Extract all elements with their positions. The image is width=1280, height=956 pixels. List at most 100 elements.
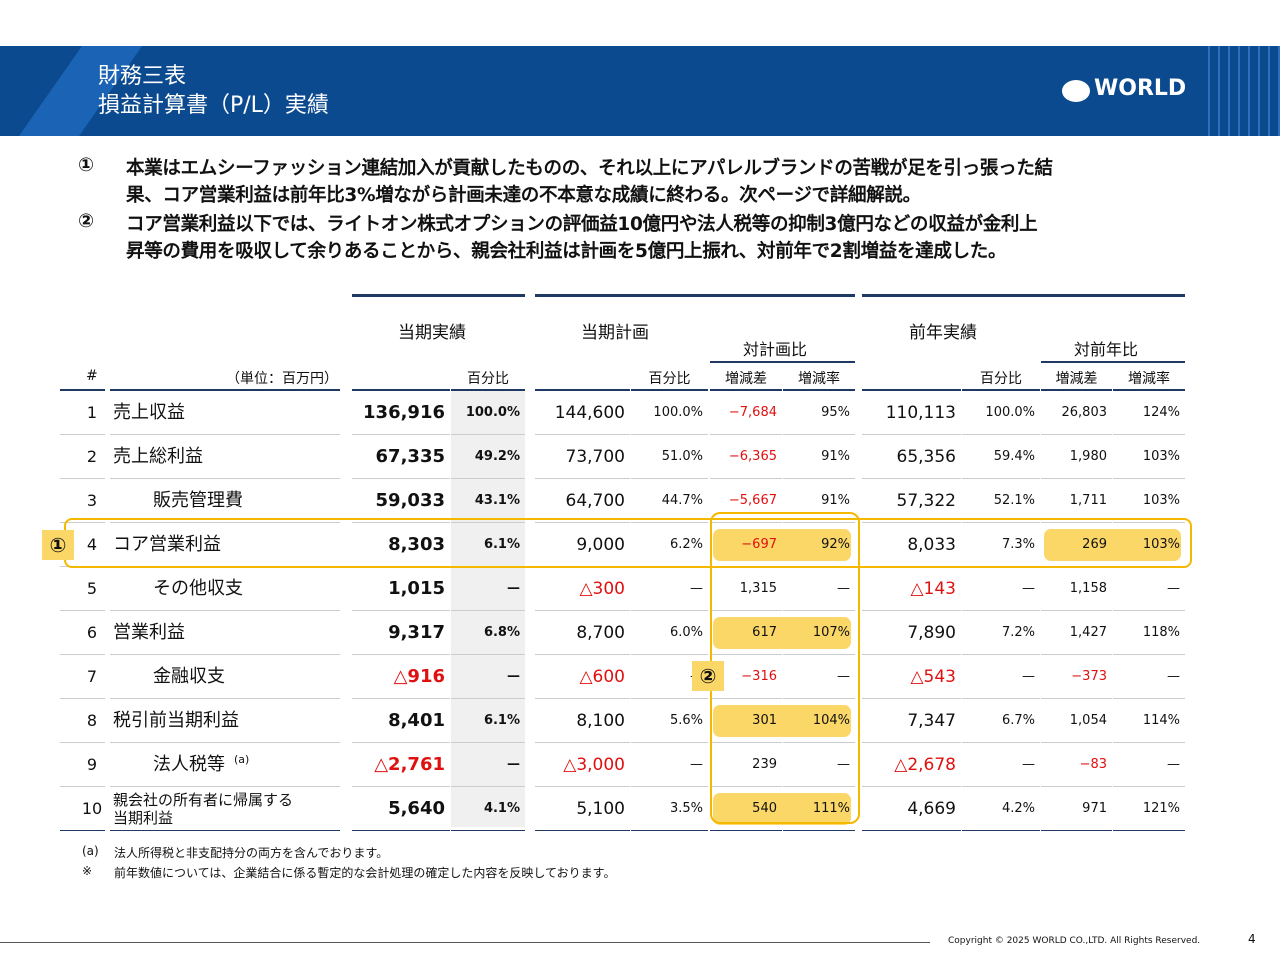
row-rule [60, 786, 105, 787]
cell: 100.0% [653, 405, 703, 420]
row-rule [60, 654, 105, 655]
row-rule [1113, 698, 1185, 699]
cell: 6.1% [483, 713, 520, 728]
row-rule [631, 610, 708, 611]
row-no: 1 [86, 403, 98, 422]
cell: 301 [752, 713, 777, 728]
cell: 5,100 [576, 799, 625, 819]
cell: 8,401 [388, 710, 445, 731]
label-line: 販売管理費 [153, 490, 243, 511]
row-rule [451, 610, 525, 611]
row-rule [1041, 610, 1112, 611]
logo: WORLD [1094, 76, 1187, 101]
row-rule [962, 830, 1040, 831]
cell: 43.1% [474, 493, 520, 508]
col-header: 増減差 [725, 371, 767, 387]
col-header: 百分比 [467, 371, 509, 387]
row-rule [535, 434, 630, 435]
cell: 144,600 [554, 403, 625, 423]
copyright: Copyright © 2025 WORLD CO.,LTD. All Righ… [948, 936, 1201, 946]
cell: 617 [752, 625, 777, 640]
cell: — [507, 581, 520, 596]
cell: −373 [1071, 669, 1107, 684]
subgroup-rule [710, 361, 855, 363]
cell: 73,700 [565, 447, 625, 467]
group-rule [352, 294, 525, 297]
label-line: 当期利益 [113, 809, 174, 827]
bullet-marker: ② [78, 210, 95, 232]
cell: — [1022, 581, 1035, 596]
row-label: 営業利益 [113, 611, 185, 655]
row-rule [962, 610, 1040, 611]
row-no: 2 [86, 447, 98, 466]
cell: 100.0% [465, 405, 520, 420]
row-no: 3 [86, 491, 98, 510]
row-rule [631, 478, 708, 479]
row-no: 8 [86, 711, 98, 730]
row-label: 販売管理費 [153, 479, 243, 523]
cell: −6,365 [728, 449, 777, 464]
row-rule [60, 478, 105, 479]
cell: 8,700 [576, 623, 625, 643]
row-label: その他収支 [153, 567, 243, 611]
cell: — [837, 757, 850, 772]
row-label: 売上総利益 [113, 435, 203, 479]
cell: 4,669 [907, 799, 956, 819]
row-label: 親会社の所有者に帰属する 当期利益 [113, 791, 293, 827]
highlight [713, 705, 851, 737]
highlight [713, 529, 851, 561]
row-rule [451, 698, 525, 699]
row-rule [862, 434, 961, 435]
header-rule [862, 389, 961, 391]
row-rule [862, 830, 961, 831]
cell: 107% [812, 625, 850, 640]
row-label: コア営業利益 [113, 523, 221, 567]
label-line: 営業利益 [113, 622, 185, 643]
row-rule [110, 522, 340, 523]
cell: △143 [910, 579, 956, 599]
cell: 9,000 [576, 535, 625, 555]
row-rule [352, 434, 450, 435]
cell: — [837, 581, 850, 596]
row-rule [535, 610, 630, 611]
cell: 8,100 [576, 711, 625, 731]
row-rule [710, 610, 782, 611]
row-rule [631, 830, 708, 831]
marker: ① [42, 530, 74, 560]
bullet-line: 本業はエムシーファッション連結加入が貢献したものの、それ以上にアパレルブランドの… [126, 158, 1053, 179]
footnote-text: 法人所得税と非支配持分の両方を含んでおります。 [114, 846, 389, 860]
cell: 1,015 [388, 578, 445, 599]
row-rule [1113, 786, 1185, 787]
cell: 121% [1142, 801, 1180, 816]
cell: — [1022, 669, 1035, 684]
shade [451, 391, 525, 827]
cell: 64,700 [565, 491, 625, 511]
row-rule [710, 786, 782, 787]
cell: 104% [812, 713, 850, 728]
cell: 9,317 [388, 622, 445, 643]
row-rule [535, 742, 630, 743]
cell: 540 [752, 801, 777, 816]
cell: 6.0% [669, 625, 703, 640]
cell: 6.7% [1001, 713, 1035, 728]
row-no: 4 [86, 535, 98, 554]
row-rule [451, 786, 525, 787]
row-rule [451, 522, 525, 523]
cell: 1,711 [1069, 493, 1107, 508]
row-rule [60, 610, 105, 611]
cell: △916 [393, 666, 445, 687]
cell: 57,322 [896, 491, 956, 511]
row-rule [631, 654, 708, 655]
cell: 6.2% [669, 537, 703, 552]
row-rule [1113, 434, 1185, 435]
cell: 6.8% [483, 625, 520, 640]
row-rule [451, 478, 525, 479]
row-rule [631, 742, 708, 743]
row-no: 6 [86, 623, 98, 642]
subgroup-header: 対前年比 [1074, 340, 1139, 359]
cell: 49.2% [474, 449, 520, 464]
row-rule [1113, 478, 1185, 479]
cell: 3.5% [669, 801, 703, 816]
cell: 65,356 [896, 447, 956, 467]
